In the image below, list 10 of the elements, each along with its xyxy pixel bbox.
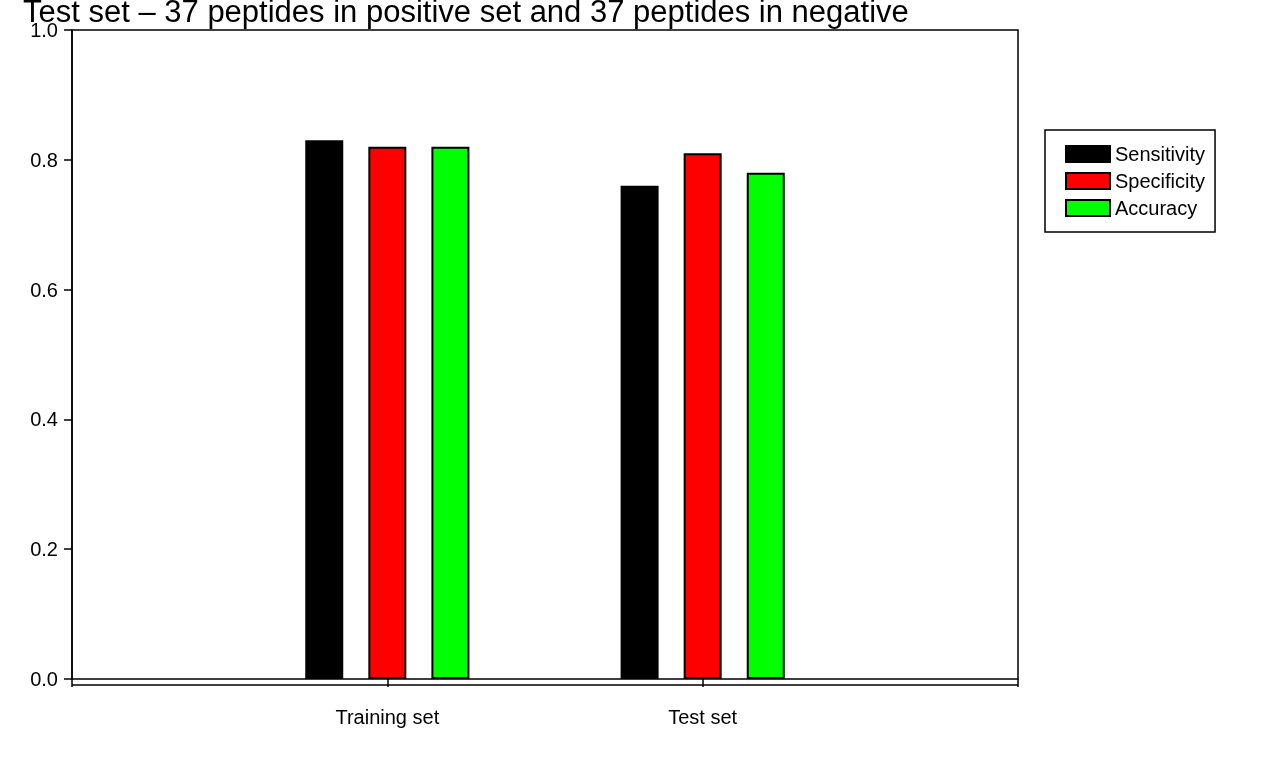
x-tick-label: Test set xyxy=(668,706,738,728)
y-tick-label: 0.0 xyxy=(30,668,58,690)
x-tick-label: Training set xyxy=(335,706,440,728)
y-tick-label: 0.8 xyxy=(30,148,58,171)
legend-label: Sensitivity xyxy=(1115,143,1206,165)
y-tick-label: 0.6 xyxy=(30,278,58,301)
y-tick-label: 0.2 xyxy=(30,538,58,561)
legend-label: Accuracy xyxy=(1115,197,1198,219)
legend-label: Specificity xyxy=(1115,170,1206,192)
y-tick-label: 0.4 xyxy=(30,408,58,431)
